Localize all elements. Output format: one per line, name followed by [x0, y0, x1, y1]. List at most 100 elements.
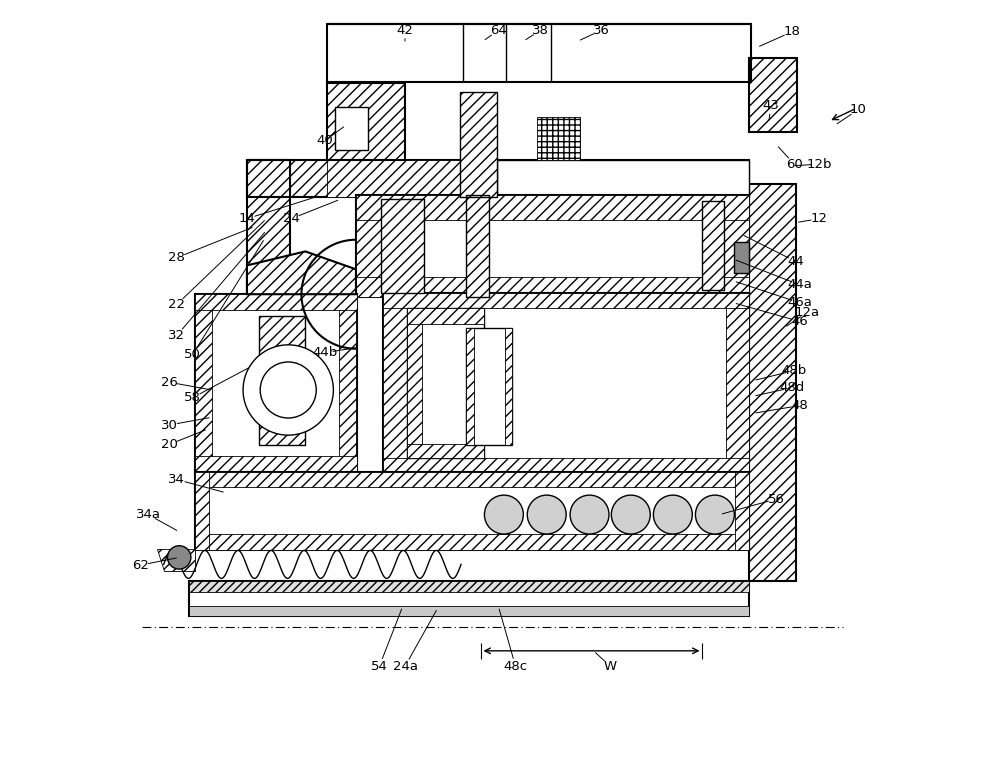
Bar: [189, 607, 749, 615]
Bar: [466, 328, 512, 445]
Bar: [497, 160, 749, 197]
Bar: [407, 444, 484, 458]
Bar: [466, 195, 489, 296]
Circle shape: [168, 546, 191, 569]
Text: 30: 30: [161, 419, 178, 431]
Circle shape: [695, 495, 734, 534]
Circle shape: [243, 345, 333, 435]
Text: 10: 10: [850, 103, 867, 116]
Text: 40: 40: [316, 134, 333, 147]
Bar: [247, 161, 290, 347]
Text: 44a: 44a: [787, 278, 812, 292]
Polygon shape: [247, 251, 356, 294]
Bar: [329, 27, 749, 80]
Text: 44b: 44b: [312, 346, 337, 359]
Bar: [189, 581, 749, 593]
Text: W: W: [604, 660, 617, 673]
Bar: [383, 292, 749, 308]
Bar: [702, 200, 724, 290]
Bar: [327, 160, 460, 197]
Bar: [702, 200, 724, 290]
Text: 18: 18: [784, 25, 800, 38]
Bar: [466, 328, 474, 445]
Bar: [335, 108, 368, 151]
Bar: [327, 83, 405, 160]
Bar: [327, 24, 751, 83]
Circle shape: [570, 495, 609, 534]
Bar: [195, 534, 749, 550]
Text: 44: 44: [787, 255, 804, 268]
Text: 50: 50: [184, 349, 201, 361]
Text: 12: 12: [811, 212, 828, 225]
Bar: [247, 161, 290, 347]
Text: 58: 58: [184, 392, 201, 404]
Circle shape: [260, 362, 316, 418]
Bar: [537, 117, 580, 160]
Bar: [259, 316, 305, 445]
Bar: [505, 328, 512, 445]
Bar: [383, 292, 407, 472]
Bar: [195, 294, 357, 310]
Text: 54: 54: [371, 660, 388, 673]
Text: 38: 38: [532, 23, 549, 37]
Bar: [735, 472, 749, 550]
Polygon shape: [157, 549, 195, 571]
Text: 26: 26: [161, 376, 178, 388]
Text: 28: 28: [168, 251, 185, 264]
Text: 48b: 48b: [782, 364, 807, 377]
Bar: [383, 458, 749, 472]
Bar: [195, 294, 357, 472]
Text: 46: 46: [791, 315, 808, 328]
Text: 34: 34: [168, 473, 185, 486]
Text: 24: 24: [283, 212, 300, 225]
Text: 56: 56: [768, 492, 785, 505]
Text: 34a: 34a: [136, 508, 161, 521]
Bar: [724, 195, 749, 296]
Bar: [247, 160, 749, 197]
Text: 12b: 12b: [806, 158, 832, 171]
Text: 22: 22: [168, 298, 185, 311]
Text: 48: 48: [791, 399, 808, 412]
Text: 12a: 12a: [795, 306, 820, 319]
Text: 48d: 48d: [779, 381, 805, 394]
Bar: [195, 472, 209, 550]
Bar: [749, 58, 797, 132]
Text: 43: 43: [763, 99, 779, 112]
Bar: [407, 308, 484, 458]
Bar: [749, 183, 796, 581]
Circle shape: [653, 495, 692, 534]
Bar: [466, 195, 489, 296]
Text: 46a: 46a: [787, 296, 812, 310]
Text: 42: 42: [397, 23, 413, 37]
Bar: [381, 199, 424, 292]
Bar: [407, 308, 484, 324]
Bar: [460, 160, 497, 197]
Bar: [195, 456, 357, 472]
Bar: [247, 160, 749, 197]
Text: 24a: 24a: [393, 660, 418, 673]
Text: 60: 60: [786, 158, 803, 171]
Bar: [356, 195, 381, 296]
Bar: [749, 183, 796, 581]
Text: 20: 20: [161, 438, 178, 451]
Bar: [356, 277, 749, 296]
Bar: [195, 472, 749, 488]
Text: 48c: 48c: [504, 660, 528, 673]
Text: 32: 32: [168, 329, 185, 342]
Circle shape: [484, 495, 523, 534]
Text: 62: 62: [132, 558, 149, 572]
Bar: [460, 92, 497, 197]
Bar: [259, 316, 305, 445]
Bar: [383, 292, 749, 472]
Circle shape: [527, 495, 566, 534]
Text: 14: 14: [239, 212, 255, 225]
Bar: [726, 292, 749, 472]
Bar: [734, 242, 749, 273]
Bar: [460, 92, 497, 197]
Bar: [195, 472, 749, 550]
Bar: [356, 195, 749, 296]
Bar: [356, 195, 749, 220]
Bar: [749, 58, 797, 132]
Bar: [407, 308, 422, 458]
Text: 64: 64: [490, 23, 507, 37]
